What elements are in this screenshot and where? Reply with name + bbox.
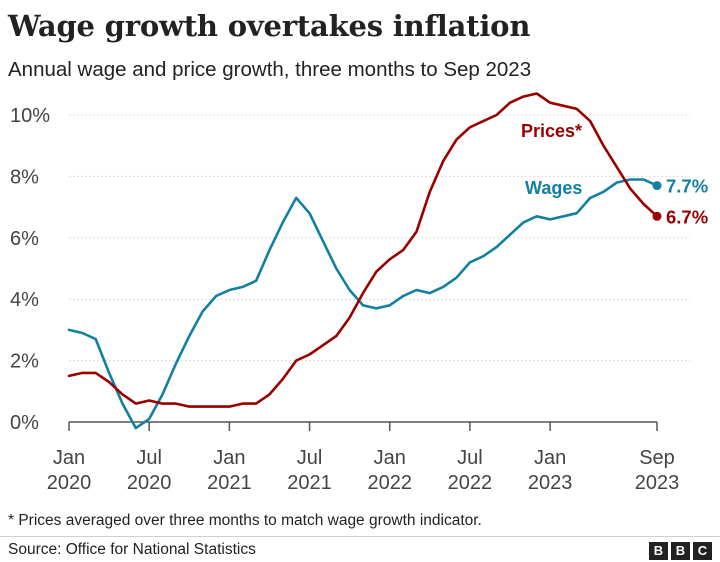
x-tick-label: 2023 bbox=[635, 472, 680, 494]
bbc-logo: B B C bbox=[649, 542, 712, 560]
x-tick-label: Jul bbox=[297, 447, 323, 469]
end-value-label: 7.7% bbox=[666, 176, 708, 197]
series-name-label: Wages bbox=[525, 178, 582, 198]
x-tick-label: 2021 bbox=[287, 472, 332, 494]
x-tick-label: Jan bbox=[374, 447, 406, 469]
series-line-wages bbox=[67, 178, 659, 430]
x-tick-label: 2023 bbox=[528, 472, 573, 494]
gridlines bbox=[69, 114, 690, 362]
logo-letter: C bbox=[693, 542, 712, 560]
x-tick-label: 2022 bbox=[367, 472, 412, 494]
source-note: Source: Office for National Statistics bbox=[8, 541, 256, 558]
footer-divider bbox=[0, 536, 720, 537]
logo-letter: B bbox=[671, 542, 690, 560]
series-labels: 7.7% 6.7% Wages Prices* bbox=[521, 121, 708, 227]
series-line-prices bbox=[67, 92, 659, 408]
y-tick-label: 4% bbox=[10, 289, 39, 311]
y-tick-label: 2% bbox=[10, 351, 39, 373]
x-tick-label: Sep bbox=[639, 447, 675, 469]
logo-letter: B bbox=[649, 542, 668, 560]
y-axis-tick-labels: 0% 2% 4% 6% 8% 10% bbox=[10, 105, 50, 434]
x-tick-label: Jul bbox=[136, 447, 162, 469]
chart-title: Wage growth overtakes inflation bbox=[8, 9, 531, 43]
x-tick-label: Jul bbox=[457, 447, 483, 469]
x-tick-label: Jan bbox=[534, 447, 566, 469]
footnote: * Prices averaged over three months to m… bbox=[8, 512, 482, 529]
chart-subtitle: Annual wage and price growth, three mont… bbox=[8, 58, 532, 81]
x-tick-label: 2022 bbox=[448, 472, 493, 494]
x-tick-label: Jan bbox=[53, 447, 85, 469]
series-end-point bbox=[652, 211, 662, 221]
x-tick-label: 2020 bbox=[47, 472, 92, 494]
series-lines bbox=[67, 92, 662, 430]
x-tick-label: 2021 bbox=[207, 472, 252, 494]
y-tick-label: 10% bbox=[10, 105, 50, 127]
series-end-point bbox=[652, 181, 662, 191]
x-tick-label: 2020 bbox=[127, 472, 172, 494]
series-name-label: Prices* bbox=[521, 121, 582, 141]
end-value-label: 6.7% bbox=[666, 206, 708, 227]
y-tick-label: 8% bbox=[10, 166, 39, 188]
y-tick-label: 0% bbox=[10, 412, 39, 434]
x-axis: Jan 2020 Jul 2020 Jan 2021 Jul 2021 Jan 2022 Jul 20… bbox=[47, 421, 680, 494]
x-tick-label: Jan bbox=[213, 447, 245, 469]
y-tick-label: 6% bbox=[10, 228, 39, 250]
